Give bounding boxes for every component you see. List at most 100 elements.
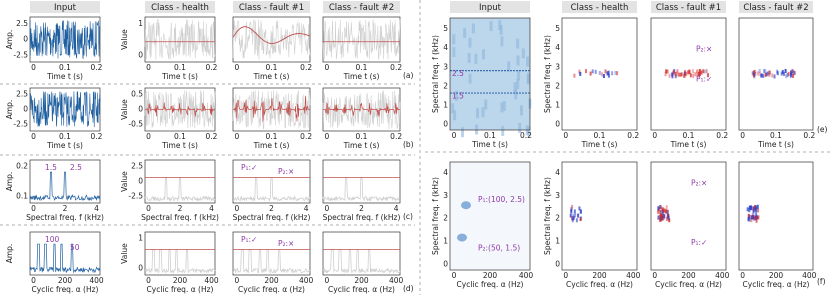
y-tick-label: 0 — [138, 264, 143, 273]
attribution-cell — [750, 205, 753, 210]
y-tick-label: 4 — [443, 43, 448, 52]
y-tick-label: 1 — [443, 237, 448, 246]
y-tick-label: 0 — [138, 105, 143, 114]
plot-area — [561, 161, 638, 271]
attribution-cell — [760, 73, 763, 78]
y-tick-label: 4 — [443, 168, 448, 177]
annotation: 100 — [45, 235, 60, 244]
y-tick-label: 0 — [138, 177, 143, 186]
attribution-cell — [784, 68, 787, 73]
x-tick-label: 2 — [178, 204, 183, 213]
attribution-cell — [696, 69, 699, 74]
y-tick-label: 4 — [555, 168, 560, 177]
spectrogram-cell — [452, 46, 456, 57]
y-tick-label: 3 — [555, 191, 560, 200]
attribution-cell — [676, 69, 679, 74]
x-axis-label: Spectral freq. f (kHz) — [26, 213, 104, 222]
plot-area — [561, 17, 638, 131]
attribution-cell — [754, 205, 757, 210]
y-tick-label: 2 — [443, 81, 448, 90]
x-tick-label: 0 — [563, 271, 568, 280]
attribution-cell — [751, 213, 754, 218]
x-axis-label: Time t (s) — [253, 72, 290, 81]
attribution-cell — [578, 206, 581, 211]
column-header — [562, 1, 637, 13]
signal — [144, 19, 216, 60]
attribution-cell — [748, 205, 751, 210]
annotation: P₂:× — [278, 167, 294, 176]
x-tick-label: 0 — [740, 271, 745, 280]
attribution-cell — [611, 71, 614, 76]
attribution-cell — [768, 72, 771, 77]
class-activation — [322, 101, 401, 117]
column-title: Class - fault #1 — [656, 3, 721, 13]
attribution-cell — [660, 209, 663, 214]
y-tick-label: 2.5 — [16, 19, 28, 28]
y-axis-label: Value — [120, 99, 129, 120]
x-tick-label: 200 — [58, 276, 73, 285]
attribution-cell — [751, 71, 754, 76]
x-tick-label: 4 — [209, 204, 214, 213]
attribution-cell — [782, 72, 785, 77]
column-title: Class - health — [571, 3, 629, 13]
column-header — [323, 1, 400, 13]
x-tick-label: 0.1 — [770, 131, 782, 140]
class-activation — [232, 95, 311, 122]
spectrogram-cell — [475, 124, 479, 135]
attribution-cell — [751, 215, 754, 220]
x-tick-label: 0 — [563, 131, 568, 140]
y-tick-label: 0 — [443, 119, 448, 128]
attribution-cell — [754, 207, 757, 212]
spectrogram-cell — [516, 79, 520, 90]
plot-area — [322, 159, 401, 204]
attribution-cell — [668, 218, 671, 223]
attribution-cell — [604, 69, 607, 74]
annotation: P₂:(50, 1.5) — [478, 243, 520, 252]
x-axis-label: Cyclic freq. α (Hz) — [655, 280, 722, 289]
y-axis-label: Value — [120, 243, 129, 264]
attribution-cell — [755, 218, 758, 223]
x-tick-label: 0.1 — [59, 63, 71, 72]
spectrogram-cell — [484, 99, 488, 110]
attribution-cell — [764, 69, 767, 74]
x-tick-label: 0 — [146, 276, 151, 285]
annotation: P₁:✓ — [241, 163, 257, 172]
annotation: P₂:× — [696, 44, 712, 53]
row-tag: (b) — [403, 140, 414, 149]
spectrogram-cell — [502, 100, 506, 111]
x-tick-label: 400 — [204, 276, 219, 285]
attribution-cell — [767, 70, 770, 75]
row-tag: (f) — [817, 277, 826, 286]
attribution-cell — [754, 72, 757, 77]
y-tick-label: 3 — [443, 191, 448, 200]
attribution-cell — [747, 217, 750, 222]
x-tick-label: 0.1 — [356, 132, 368, 141]
x-tick-label: 0 — [324, 63, 329, 72]
attribution-cell — [661, 213, 664, 218]
y-axis-label: Value — [120, 29, 129, 50]
x-axis-label: Time t (s) — [46, 141, 83, 150]
attribution-cell — [780, 71, 783, 76]
column-title: Class - fault #2 — [329, 3, 394, 13]
attribution-cell — [674, 74, 677, 79]
attribution-cell — [688, 69, 691, 74]
spectrogram-cell — [500, 36, 504, 47]
attribution-cell — [683, 71, 686, 76]
attribution-cell — [594, 69, 597, 74]
x-tick-label: 0 — [324, 276, 329, 285]
row-tag: (e) — [817, 125, 828, 134]
row-tag: (d) — [403, 284, 414, 293]
spectrogram-cell — [501, 125, 505, 136]
plot-area — [232, 159, 311, 204]
x-axis-label: Cyclic freq. α (Hz) — [328, 285, 395, 294]
spectrogram-cell — [518, 122, 522, 133]
attribution-cell — [752, 73, 755, 78]
spectrogram-cell — [453, 110, 457, 121]
attribution-cell — [614, 70, 617, 75]
y-tick-label: 1 — [555, 100, 560, 109]
x-tick-label: 0 — [234, 276, 239, 285]
attribution-cell — [700, 70, 703, 75]
x-axis-label: Time t (s) — [471, 140, 508, 149]
y-tick-label: 1 — [555, 237, 560, 246]
x-tick-label: 200 — [592, 271, 607, 280]
